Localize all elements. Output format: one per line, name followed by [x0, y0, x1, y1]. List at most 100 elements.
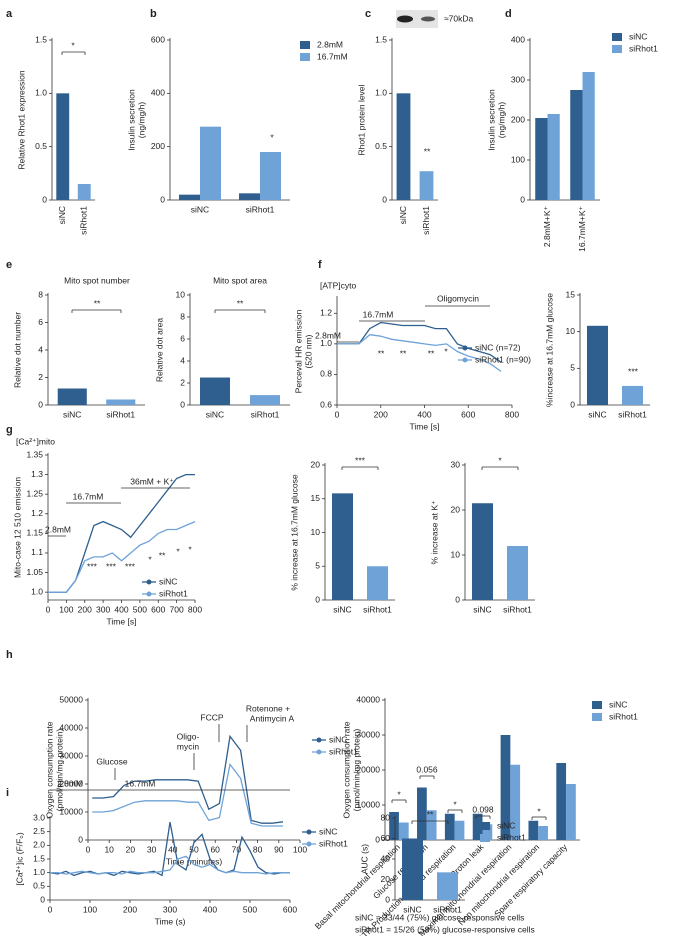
category-label: siRhot1 [106, 409, 135, 419]
y-tick-label: 10000 [59, 806, 83, 816]
legend-marker [316, 737, 322, 743]
x-axis-label: Time (s) [155, 916, 186, 926]
bar [417, 787, 427, 840]
annotation: ** [400, 348, 407, 358]
y-tick-label: 1.0 [320, 338, 332, 348]
x-tick-label: 90 [274, 844, 284, 854]
y-tick-label: 1.0 [35, 88, 47, 98]
legend-label: 2.8mM [317, 39, 343, 49]
annotation: * [453, 799, 457, 809]
annotation: * [397, 789, 401, 799]
y-tick-label: 0 [40, 894, 45, 904]
y-tick-label: 20 [311, 459, 321, 469]
bar [426, 810, 437, 840]
x-tick-label: 600 [283, 904, 297, 914]
bar [77, 184, 91, 200]
x-tick-label: 40 [168, 844, 178, 854]
y-tick-label: 40 [381, 853, 391, 863]
annotation: ** [159, 550, 166, 560]
x-tick-label: 50 [189, 844, 199, 854]
data-line [337, 321, 502, 363]
bar [389, 812, 399, 840]
y-tick-label: 0.5 [375, 141, 387, 151]
x-tick-label: 300 [163, 904, 177, 914]
bar [566, 784, 576, 840]
y-tick-label: 10 [451, 549, 461, 559]
category-label: 2.8mM+K⁺ [542, 205, 552, 247]
legend-swatch [480, 822, 490, 830]
x-tick-label: 400 [203, 904, 217, 914]
y-tick-label: 0 [520, 194, 525, 204]
annotation: 0.098 [472, 804, 494, 814]
legend-label: siNC (n=72) [475, 342, 521, 352]
y-tick-label: 5 [315, 561, 320, 571]
annotation: 0.056 [416, 764, 438, 774]
x-tick-label: 600 [461, 409, 475, 419]
panel-letter: c [365, 8, 371, 20]
x-axis-label: Time [s] [107, 616, 137, 626]
y-axis-label: Oxygen consumption rate [44, 721, 54, 818]
bar [239, 193, 260, 200]
y-axis-label: Relative dot number [12, 312, 22, 388]
annotation: * [498, 455, 502, 465]
panel-title: Mito spot area [213, 275, 267, 285]
bar [106, 399, 136, 405]
annotation: 2.8mM [57, 778, 83, 788]
bar [57, 388, 87, 405]
panel-letter: g [6, 424, 13, 436]
legend-swatch [612, 45, 622, 53]
x-tick-label: 800 [188, 604, 202, 614]
y-tick-label: 0 [38, 399, 43, 409]
legend-label: 16.7mM [317, 51, 348, 61]
annotation: ** [427, 809, 434, 819]
category-label: siRhot1 [421, 206, 431, 235]
legend-swatch [300, 41, 310, 49]
y-tick-label: 0 [78, 834, 83, 844]
note: siRhot1 = 15/26 (58%) glucose-responsive… [355, 924, 535, 934]
data-line [49, 821, 290, 877]
y-tick-label: 0.6 [320, 399, 332, 409]
y-axis-label: (ng/mg/h) [496, 102, 506, 139]
category-label: siNC [333, 604, 351, 614]
y-tick-label: 0.5 [35, 141, 47, 151]
y-tick-label: 1.5 [375, 34, 387, 44]
legend-marker [462, 345, 468, 351]
category-label: siNC [63, 409, 81, 419]
annotation: 2.8mM [315, 330, 341, 340]
x-tick-label: 800 [505, 409, 519, 419]
y-axis-label: Mito-case 12 510 emission [12, 477, 22, 578]
bar [528, 820, 539, 840]
y-tick-label: 6 [38, 317, 43, 327]
annotation: * [444, 346, 448, 356]
category-label: 16.7mM+K⁺ [577, 205, 587, 251]
y-tick-label: 1.05 [26, 567, 43, 577]
legend-label: siRhot1 [497, 832, 526, 842]
legend-label: siRhot1 [319, 838, 348, 848]
y-tick-label: 20 [381, 874, 391, 884]
legend-label: siNC [497, 820, 515, 830]
note: siNC = 33/44 (75%) glucose-responsive ce… [355, 912, 524, 922]
legend-label: siNC [609, 699, 627, 709]
panel-letter: i [6, 787, 9, 799]
y-axis-label: % increase at K⁺ [429, 500, 439, 565]
y-tick-label: 40000 [356, 694, 380, 704]
y-tick-label: 300 [511, 74, 525, 84]
legend-label: siRhot1 [159, 588, 188, 598]
category-label: siRhot1 [503, 604, 532, 614]
y-axis-label: Perceval HR emission [293, 309, 303, 393]
legend-swatch [300, 53, 310, 61]
annotation: ** [237, 298, 244, 308]
y-tick-label: 80 [381, 812, 391, 822]
panel-title: [Ca²⁺]mito [16, 436, 55, 446]
bar [444, 813, 455, 840]
x-tick-label: 0 [86, 844, 91, 854]
bar [472, 503, 493, 600]
annotation: Oligo- [177, 731, 200, 741]
y-tick-label: 0 [160, 194, 165, 204]
x-tick-label: 30 [147, 844, 157, 854]
y-axis-label: AUC (s) [359, 844, 369, 874]
bar [556, 763, 567, 840]
annotation: *** [628, 366, 639, 376]
x-tick-label: 10 [104, 844, 114, 854]
